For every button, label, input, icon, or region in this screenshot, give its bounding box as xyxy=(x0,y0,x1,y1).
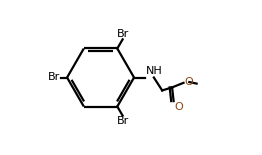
Text: Br: Br xyxy=(117,116,129,126)
Text: Br: Br xyxy=(48,73,60,82)
Text: O: O xyxy=(184,77,193,87)
Text: Br: Br xyxy=(117,29,129,39)
Text: O: O xyxy=(174,102,183,112)
Text: NH: NH xyxy=(146,66,163,76)
